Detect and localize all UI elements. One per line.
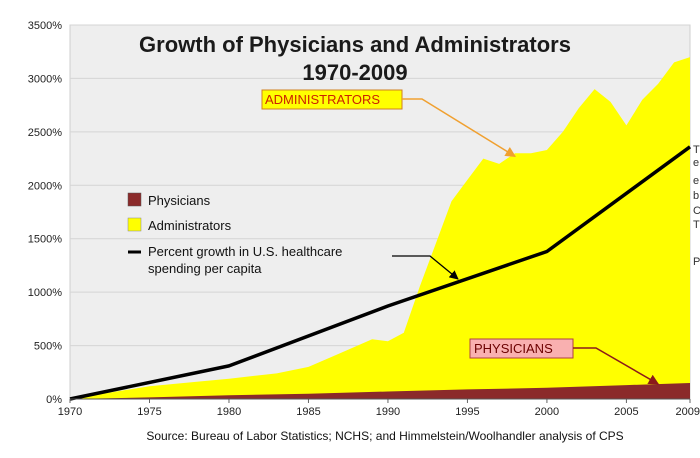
y-tick-label: 1500%: [28, 234, 62, 246]
y-tick-label: 2000%: [28, 180, 62, 192]
x-tick-label: 2009: [676, 406, 700, 418]
legend-swatch-physicians: [127, 192, 142, 207]
edge-char: T: [693, 144, 700, 156]
physicians-callout-label: PHYSICIANS: [474, 341, 553, 356]
chart-title: Growth of Physicians and Administrators: [139, 32, 571, 57]
y-tick-label: 500%: [34, 341, 62, 353]
edge-char: e: [693, 157, 699, 169]
physicians-callout-arrow: [573, 347, 660, 385]
annotations: ADMINISTRATORS PHYSICIANS: [261, 89, 660, 385]
y-tick-label: 3000%: [28, 73, 62, 85]
physicians-area: [70, 383, 690, 399]
x-tick-label: 1980: [217, 406, 241, 418]
y-tick-label: 0%: [46, 394, 62, 406]
x-tick-label: 2000: [535, 406, 559, 418]
spending-growth-line: [69, 145, 692, 401]
cropped-edge-text: T e e b C T P: [693, 144, 700, 268]
legend-label-physicians: Physicians: [148, 193, 211, 208]
area-series: [70, 57, 690, 399]
edge-char: b: [693, 190, 699, 202]
edge-char: T: [693, 219, 700, 231]
x-tick-label: 2005: [614, 406, 638, 418]
y-tick-label: 2500%: [28, 127, 62, 139]
line-series: [69, 145, 692, 401]
legend-label-spending-line1: Percent growth in U.S. healthcare: [148, 244, 342, 259]
administrators-callout-label: ADMINISTRATORS: [265, 92, 380, 107]
spending-callout-arrow: [392, 255, 459, 280]
y-tick-label: 3500%: [28, 20, 62, 32]
legend-label-spending-line2: spending per capita: [148, 261, 262, 276]
legend: Physicians Administrators Percent growth…: [127, 192, 342, 276]
x-tick-label: 1985: [296, 406, 320, 418]
legend-label-administrators: Administrators: [148, 218, 232, 233]
x-tick-label: 1970: [58, 406, 82, 418]
x-axis: 1970 1975 1980 1985 1990 1995 2000 2005 2009: [58, 398, 700, 418]
legend-swatch-administrators: [127, 217, 142, 232]
administrators-callout-arrow: [402, 98, 516, 158]
source-note: Source: Bureau of Labor Statistics; NCHS…: [146, 429, 623, 443]
x-tick-label: 1995: [455, 406, 479, 418]
y-tick-label: 1000%: [28, 287, 62, 299]
x-tick-label: 1990: [376, 406, 400, 418]
edge-char: e: [693, 175, 699, 187]
x-tick-label: 1975: [137, 406, 161, 418]
y-axis: 0% 500% 1000% 1500% 2000% 2500% 3000% 3500%: [28, 20, 62, 406]
chart-subtitle: 1970-2009: [302, 60, 407, 85]
edge-char: P: [693, 256, 700, 268]
edge-char: C: [693, 205, 700, 217]
administrators-area: [70, 57, 690, 399]
